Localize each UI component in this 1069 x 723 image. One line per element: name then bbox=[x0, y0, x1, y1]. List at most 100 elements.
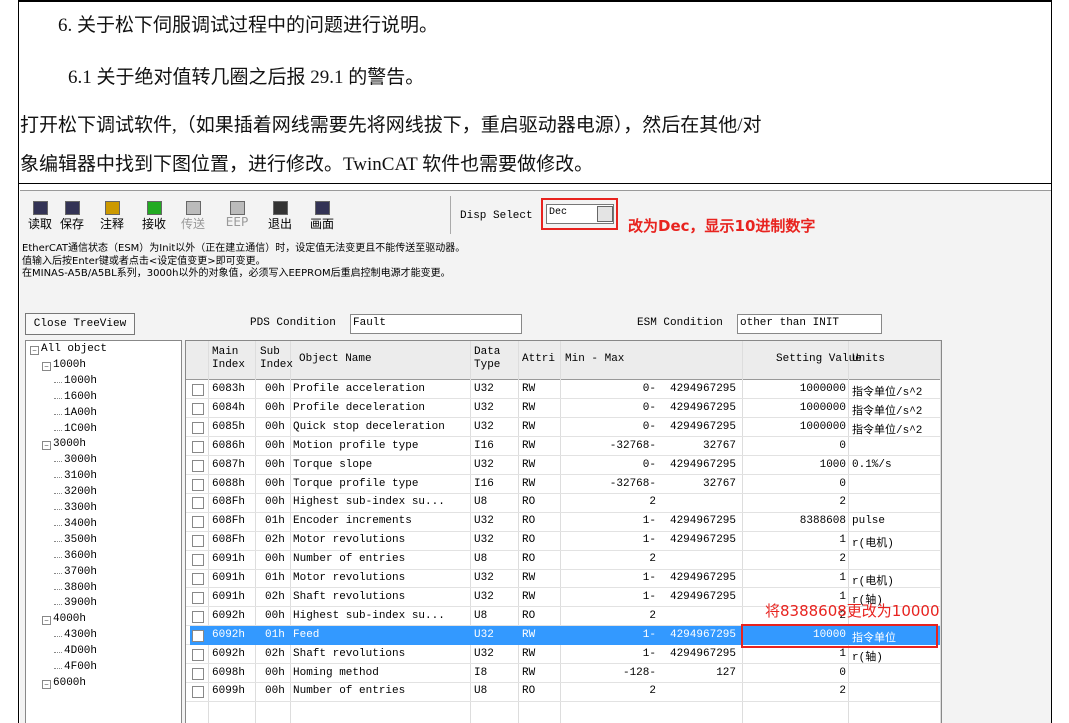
tree-item[interactable]: All object bbox=[41, 343, 108, 355]
setting-value[interactable]: 1 bbox=[839, 534, 846, 547]
row-checkbox[interactable] bbox=[192, 402, 204, 415]
setting-value[interactable]: 1000000 bbox=[799, 401, 846, 414]
row-checkbox[interactable] bbox=[192, 573, 204, 585]
setting-value[interactable]: 2 bbox=[839, 553, 846, 566]
tree-item[interactable]: 1600h bbox=[64, 390, 98, 403]
toolbar-button[interactable]: 保存 bbox=[59, 217, 84, 231]
min-value: 0- bbox=[642, 420, 656, 433]
tree-expander[interactable]: − bbox=[42, 679, 51, 689]
toolbar-button[interactable]: 传送 bbox=[180, 217, 205, 231]
tree-item[interactable]: 3300h bbox=[64, 502, 98, 514]
tree-connector bbox=[54, 413, 62, 415]
row-checkbox[interactable] bbox=[192, 686, 204, 699]
setting-value[interactable]: 2 bbox=[839, 685, 846, 698]
row-checkbox[interactable] bbox=[192, 535, 204, 548]
row-checkbox[interactable] bbox=[192, 648, 204, 661]
tree-item[interactable]: 4300h bbox=[64, 629, 98, 642]
tree-expander[interactable]: − bbox=[42, 361, 51, 371]
column-header: Sub bbox=[260, 346, 280, 358]
row-checkbox[interactable] bbox=[192, 516, 204, 529]
main-index: 6092h bbox=[212, 609, 246, 622]
column-header: Type bbox=[474, 359, 501, 371]
tree-item[interactable]: 4F00h bbox=[64, 661, 98, 673]
row-checkbox[interactable] bbox=[192, 629, 204, 642]
setting-value[interactable]: 1 bbox=[839, 647, 846, 660]
tree-item[interactable]: 4D00h bbox=[64, 645, 98, 658]
main-index: 6088h bbox=[212, 477, 246, 490]
toolbar-button[interactable]: 读取 bbox=[27, 217, 52, 231]
setting-value[interactable]: 8388608 bbox=[799, 515, 846, 528]
tree-expander[interactable]: − bbox=[42, 616, 51, 626]
toolbar-button[interactable]: 画面 bbox=[309, 217, 334, 231]
setting-value[interactable]: 1 bbox=[839, 572, 846, 584]
setting-value[interactable]: 0 bbox=[839, 439, 846, 452]
tree-item[interactable]: 3200h bbox=[64, 486, 98, 499]
tree-item[interactable]: 6000h bbox=[53, 676, 87, 689]
setting-value[interactable]: 1000000 bbox=[799, 420, 846, 433]
tree-expander[interactable]: − bbox=[42, 441, 51, 451]
row-line bbox=[186, 455, 940, 457]
tree-item[interactable]: 3500h bbox=[64, 533, 98, 546]
column-header: Index bbox=[260, 359, 294, 371]
tree-item[interactable]: 3000h bbox=[64, 454, 98, 467]
column-border bbox=[940, 341, 941, 723]
toolbar-icon bbox=[273, 201, 288, 215]
max-value: 4294967295 bbox=[669, 647, 736, 660]
row-checkbox[interactable] bbox=[192, 384, 204, 396]
max-value: 32767 bbox=[702, 439, 736, 452]
close-treeview[interactable]: Close TreeView bbox=[25, 313, 135, 335]
tree-connector bbox=[54, 381, 62, 383]
tree-item[interactable]: 3600h bbox=[64, 549, 98, 562]
column-border bbox=[208, 341, 209, 723]
toolbar-button[interactable]: 接收 bbox=[141, 217, 166, 231]
sub-index: 00h bbox=[265, 458, 285, 471]
units: 指令单位/s^2 bbox=[852, 424, 923, 437]
row-checkbox[interactable] bbox=[192, 478, 204, 491]
tree-item[interactable]: 3800h bbox=[64, 581, 98, 594]
tree-item[interactable]: 1A00h bbox=[64, 406, 98, 419]
setting-value[interactable]: 10000 bbox=[812, 628, 846, 641]
setting-value[interactable]: 2 bbox=[839, 609, 846, 622]
setting-value[interactable]: 1 bbox=[839, 590, 846, 603]
tree-item[interactable]: 4000h bbox=[53, 613, 87, 626]
column-border bbox=[518, 341, 519, 723]
row-checkbox[interactable] bbox=[192, 610, 204, 623]
setting-value[interactable]: 1000000 bbox=[799, 383, 846, 395]
max-value: 4294967295 bbox=[669, 572, 736, 584]
setting-value[interactable]: 1000 bbox=[819, 458, 846, 471]
row-checkbox[interactable] bbox=[192, 440, 204, 453]
row-line bbox=[186, 587, 940, 589]
max-value: 4294967295 bbox=[669, 590, 736, 603]
tree-connector bbox=[54, 397, 62, 399]
tree-item[interactable]: 3000h bbox=[53, 438, 87, 451]
toolbar-button[interactable]: 退出 bbox=[267, 217, 292, 231]
tree-connector bbox=[54, 588, 62, 590]
tree-item[interactable]: 3900h bbox=[64, 597, 98, 610]
column-header: Main bbox=[212, 346, 239, 358]
row-checkbox[interactable] bbox=[192, 459, 204, 472]
tree-item[interactable]: 1000h bbox=[53, 358, 87, 371]
row-checkbox[interactable] bbox=[192, 421, 204, 434]
toolbar-button[interactable]: EEP bbox=[225, 215, 249, 229]
row-checkbox[interactable] bbox=[192, 554, 204, 567]
object-name: Torque slope bbox=[293, 458, 373, 471]
tree-item[interactable]: 3100h bbox=[64, 470, 98, 483]
disp-select-value: Dec bbox=[549, 207, 568, 218]
tree-item[interactable]: 3400h bbox=[64, 517, 98, 530]
sub-index: 02h bbox=[265, 534, 285, 547]
setting-value[interactable]: 0 bbox=[839, 477, 846, 490]
main-index: 608Fh bbox=[212, 515, 246, 528]
tree-expander[interactable]: − bbox=[30, 346, 39, 355]
tree-connector bbox=[54, 477, 62, 479]
row-checkbox[interactable] bbox=[192, 497, 204, 510]
dropdown-button[interactable] bbox=[597, 206, 613, 222]
main-index: 6091h bbox=[212, 553, 246, 566]
row-checkbox[interactable] bbox=[192, 667, 204, 680]
tree-item[interactable]: 1000h bbox=[64, 374, 98, 387]
setting-value[interactable]: 0 bbox=[839, 666, 846, 679]
row-checkbox[interactable] bbox=[192, 591, 204, 604]
toolbar-button[interactable]: 注释 bbox=[99, 217, 124, 231]
tree-item[interactable]: 1C00h bbox=[64, 422, 98, 435]
tree-item[interactable]: 3700h bbox=[64, 565, 98, 578]
setting-value[interactable]: 2 bbox=[839, 496, 846, 509]
